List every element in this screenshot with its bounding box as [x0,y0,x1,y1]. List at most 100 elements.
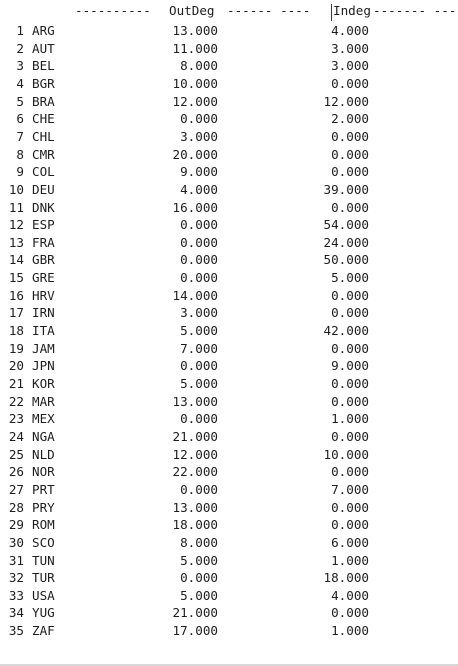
row-country: JPN [32,358,55,374]
row-country: DEU [32,181,55,197]
row-country: NGA [32,428,55,444]
row-country: CHL [32,128,55,144]
row-indeg: 0.000 [331,75,369,91]
row-country: NLD [32,446,55,462]
table-row: 8 CMR 20.000 0.000 [0,147,458,162]
row-index: 1 [16,23,24,38]
row-indeg: 42.000 [323,323,370,339]
table-row: 23 MEX 0.000 1.000 [0,411,458,426]
row-index: 28 [8,499,24,515]
header-outdeg-label: OutDeg [169,3,215,18]
table-row: 12 ESP 0.000 54.000 [0,217,458,232]
table-row: 33 USA 5.000 4.000 [0,588,458,603]
row-index: 22 [8,393,24,409]
row-outdeg: 0.000 [180,358,218,374]
row-index: 33 [8,587,24,603]
table-row: 3 BEL 8.000 3.000 [0,58,458,73]
row-indeg: 0.000 [331,287,369,303]
row-index: 15 [8,270,24,286]
row-index: 20 [8,358,24,374]
row-country: YUG [32,605,55,621]
row-outdeg: 20.000 [172,146,219,162]
header-mid-dashes: ------ ---- [227,3,311,18]
row-country: MEX [32,411,55,427]
table-row: 6 CHE 0.000 2.000 [0,111,458,126]
table-row: 35 ZAF 17.000 1.000 [0,623,458,638]
table-row: 17 IRN 3.000 0.000 [0,305,458,320]
header-indeg-label: Indeg [333,3,371,18]
row-index: 9 [16,164,24,180]
table-row: 15 GRE 0.000 5.000 [0,270,458,285]
row-country: BRA [32,93,55,109]
row-index: 30 [8,534,24,550]
row-indeg: 1.000 [331,552,369,568]
row-index: 26 [8,464,24,480]
row-index: 35 [8,623,24,639]
row-index: 5 [16,93,24,109]
row-outdeg: 12.000 [172,446,219,462]
row-indeg: 9.000 [331,358,369,374]
table-row: 18 ITA 5.000 42.000 [0,323,458,338]
row-index: 3 [16,58,24,74]
row-index: 4 [16,75,24,91]
table-row: 31 TUN 5.000 1.000 [0,553,458,568]
row-country: CHE [32,111,55,127]
row-index: 8 [16,146,24,162]
table-row: 34 YUG 21.000 0.000 [0,605,458,620]
table-row: 14 GBR 0.000 50.000 [0,252,458,267]
row-indeg: 6.000 [331,534,369,550]
row-country: JAM [32,340,55,356]
row-outdeg: 16.000 [172,199,219,215]
row-indeg: 50.000 [323,252,370,268]
row-indeg: 0.000 [331,464,369,480]
row-indeg: 10.000 [323,446,370,462]
row-outdeg: 0.000 [180,234,218,250]
row-country: HRV [32,287,55,303]
table-row: 30 SCO 8.000 6.000 [0,535,458,550]
row-outdeg: 11.000 [172,40,219,56]
table-row: 26 NOR 22.000 0.000 [0,464,458,479]
row-indeg: 0.000 [331,128,369,144]
row-indeg: 18.000 [323,570,370,586]
row-outdeg: 3.000 [180,305,218,321]
row-indeg: 0.000 [331,199,369,215]
row-outdeg: 12.000 [172,93,219,109]
row-indeg: 0.000 [331,393,369,409]
row-indeg: 12.000 [323,93,370,109]
table-row: 16 HRV 14.000 0.000 [0,288,458,303]
table-row: 4 BGR 10.000 0.000 [0,76,458,91]
row-outdeg: 0.000 [180,481,218,497]
row-country: SCO [32,534,55,550]
table-row: 22 MAR 13.000 0.000 [0,394,458,409]
row-country: MAR [32,393,55,409]
table-row: 5 BRA 12.000 12.000 [0,94,458,109]
row-indeg: 0.000 [331,164,369,180]
row-outdeg: 8.000 [180,58,218,74]
row-index: 17 [8,305,24,321]
header-right-dashes: ------- --- [373,3,457,18]
row-index: 12 [8,217,24,233]
table-row: 13 FRA 0.000 24.000 [0,235,458,250]
row-index: 16 [8,287,24,303]
table-row: 7 CHL 3.000 0.000 [0,129,458,144]
row-outdeg: 5.000 [180,587,218,603]
row-index: 14 [8,252,24,268]
row-index: 32 [8,570,24,586]
row-country: CMR [32,146,55,162]
row-country: ITA [32,323,55,339]
table-header: ---------- OutDeg ------ ---- Indeg ----… [0,3,458,18]
row-country: ROM [32,517,55,533]
row-indeg: 0.000 [331,517,369,533]
row-index: 2 [16,40,24,56]
table-row: 11 DNK 16.000 0.000 [0,200,458,215]
table-row: 25 NLD 12.000 10.000 [0,447,458,462]
table-row: 28 PRY 13.000 0.000 [0,500,458,515]
row-indeg: 3.000 [331,58,369,74]
row-outdeg: 0.000 [180,270,218,286]
row-index: 13 [8,234,24,250]
row-country: IRN [32,305,55,321]
table-row: 27 PRT 0.000 7.000 [0,482,458,497]
row-outdeg: 18.000 [172,517,219,533]
